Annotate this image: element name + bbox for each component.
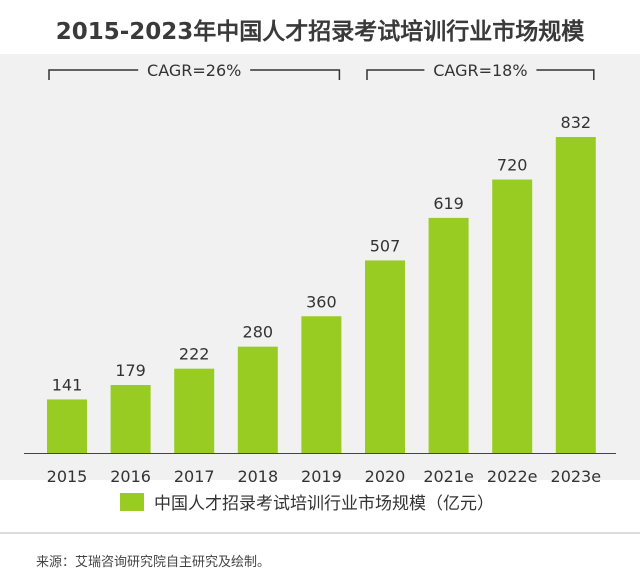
cagr-bracket-2 [366, 69, 595, 80]
x-tick-label-2015: 2015 [47, 467, 88, 486]
cagr-bracket-1 [48, 69, 341, 80]
data-label-2021e: 619 [433, 194, 464, 213]
cagr-label-1: CAGR=26% [147, 61, 241, 80]
bar-2018 [237, 346, 278, 453]
bar-2019 [301, 316, 342, 453]
bar-2020 [365, 260, 405, 453]
bar-2022e [492, 179, 533, 454]
data-label-2016: 179 [115, 361, 146, 380]
x-tick-label-2017: 2017 [174, 467, 215, 486]
data-label-2015: 141 [52, 375, 83, 394]
bar-2023e [555, 137, 596, 453]
bar-2015 [47, 399, 87, 453]
bar-2017 [174, 368, 215, 453]
x-tick-label-2019: 2019 [301, 467, 342, 486]
x-tick-label-2021e: 2021e [423, 467, 474, 486]
source-note: 来源：艾瑞咨询研究院自主研究及绘制。 [36, 555, 271, 570]
x-tick-label-2023e: 2023e [551, 467, 602, 486]
bar-2016 [110, 385, 151, 453]
x-tick-label-2018: 2018 [237, 467, 278, 486]
legend-label: 中国人才招录考试培训行业市场规模（亿元） [154, 494, 494, 514]
x-tick-label-2020: 2020 [365, 467, 406, 486]
bar-2021e [428, 217, 469, 453]
cagr-label-2: CAGR=18% [433, 61, 527, 80]
legend: 中国人才招录考试培训行业市场规模（亿元） [120, 489, 494, 514]
x-tick-label-2016: 2016 [110, 467, 151, 486]
data-label-2017: 222 [179, 345, 210, 364]
data-label-2023e: 832 [561, 113, 592, 132]
data-label-2022e: 720 [497, 156, 528, 175]
data-label-2019: 360 [306, 292, 337, 311]
footer-divider [0, 532, 640, 534]
legend-swatch [120, 492, 144, 511]
data-label-2020: 507 [370, 236, 401, 255]
chart-title: 2015-2023年中国人才招录考试培训行业市场规模 [55, 19, 585, 45]
x-tick-label-2022e: 2022e [487, 467, 538, 486]
data-label-2018: 280 [243, 323, 274, 342]
